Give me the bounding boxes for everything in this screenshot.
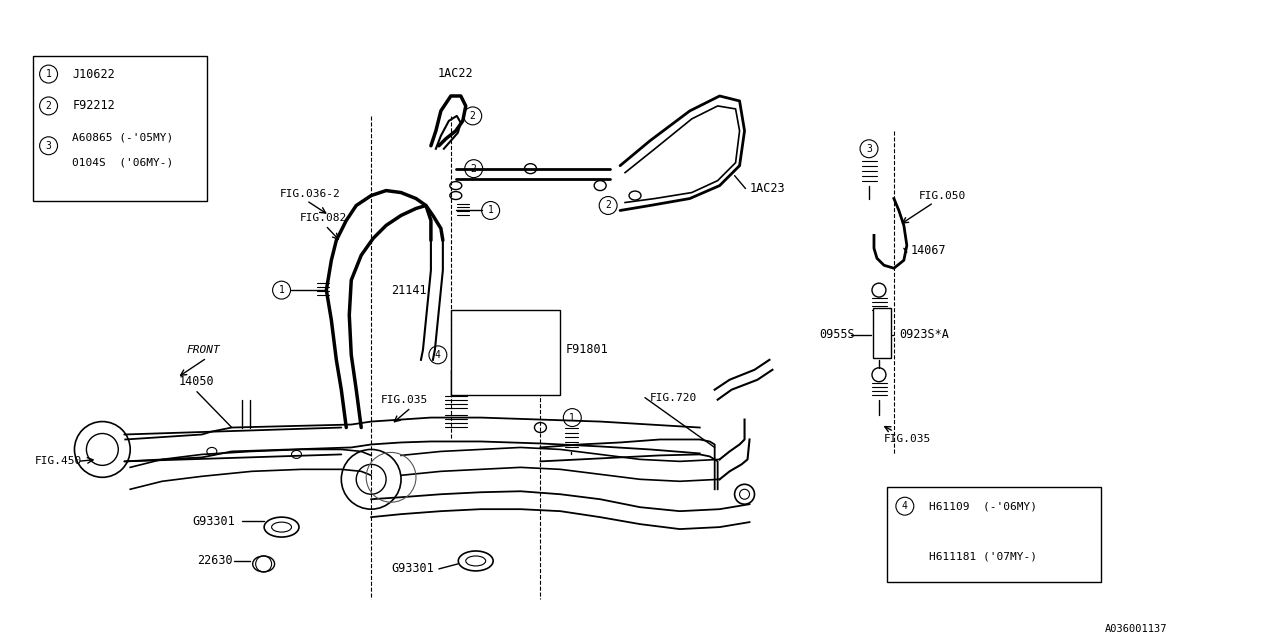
Text: F92212: F92212 xyxy=(73,99,115,113)
Text: FIG.035: FIG.035 xyxy=(381,395,429,404)
Text: FIG.082: FIG.082 xyxy=(300,214,347,223)
Text: A036001137: A036001137 xyxy=(1105,623,1167,634)
Bar xyxy=(873,308,891,358)
Text: FIG.035: FIG.035 xyxy=(884,435,931,444)
Bar xyxy=(887,487,1101,582)
Text: J10622: J10622 xyxy=(73,68,115,81)
Text: 3: 3 xyxy=(46,141,51,151)
Text: 4: 4 xyxy=(902,501,908,511)
Bar xyxy=(451,310,561,395)
Text: 0955S: 0955S xyxy=(819,328,855,341)
Text: FIG.036-2: FIG.036-2 xyxy=(279,189,340,198)
Text: 2: 2 xyxy=(605,200,611,211)
Text: FIG.720: FIG.720 xyxy=(650,393,698,403)
Text: 14067: 14067 xyxy=(911,244,946,257)
Text: 21141: 21141 xyxy=(392,284,426,296)
Text: 1AC23: 1AC23 xyxy=(750,182,785,195)
Text: 1AC22: 1AC22 xyxy=(438,67,474,79)
Text: 0104S  ('06MY-): 0104S ('06MY-) xyxy=(73,157,174,168)
Text: A60865 (-'05MY): A60865 (-'05MY) xyxy=(73,132,174,143)
Text: 3: 3 xyxy=(867,144,872,154)
Text: 1: 1 xyxy=(46,69,51,79)
Text: 1: 1 xyxy=(488,205,494,216)
Text: 1: 1 xyxy=(279,285,284,295)
Text: 1: 1 xyxy=(570,413,575,422)
Text: 0923S*A: 0923S*A xyxy=(899,328,948,341)
Text: FIG.050: FIG.050 xyxy=(919,191,966,200)
Text: FRONT: FRONT xyxy=(187,345,220,355)
Text: G93301: G93301 xyxy=(392,563,434,575)
Text: 2: 2 xyxy=(471,164,476,173)
Text: 22630: 22630 xyxy=(197,554,233,568)
Text: H611181 ('07MY-): H611181 ('07MY-) xyxy=(929,552,1037,562)
Text: 4: 4 xyxy=(435,350,440,360)
Text: F91801: F91801 xyxy=(566,344,608,356)
Text: 2: 2 xyxy=(46,101,51,111)
Text: FIG.450: FIG.450 xyxy=(35,456,82,467)
Text: G93301: G93301 xyxy=(192,515,234,527)
Text: 2: 2 xyxy=(470,111,476,121)
Text: 14050: 14050 xyxy=(179,375,215,388)
Bar xyxy=(33,56,207,200)
Text: H61109  (-'06MY): H61109 (-'06MY) xyxy=(929,501,1037,511)
